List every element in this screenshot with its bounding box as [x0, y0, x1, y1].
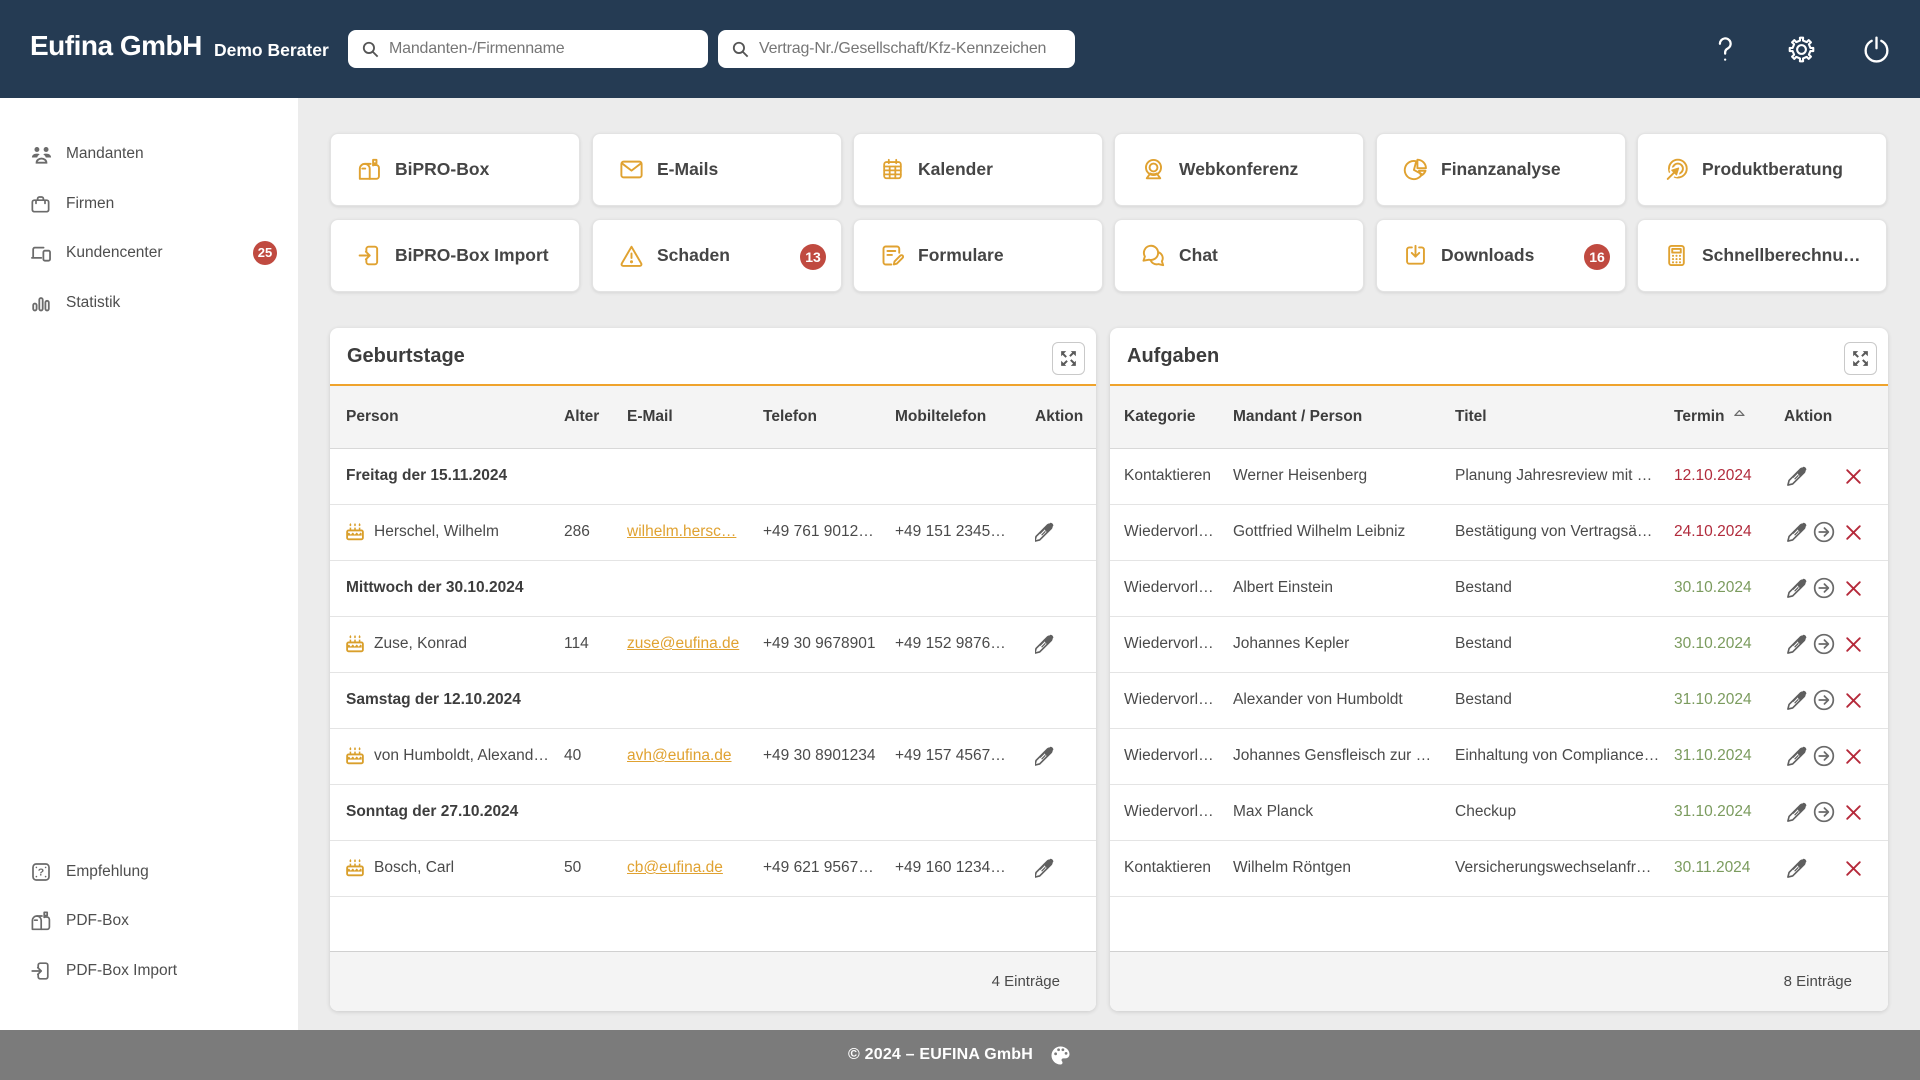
svg-text:?: ? [38, 867, 44, 879]
